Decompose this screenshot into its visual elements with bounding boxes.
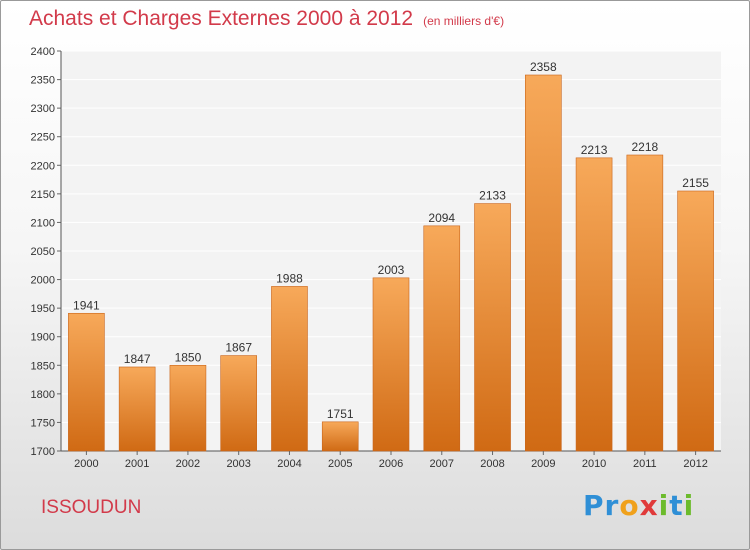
- city-label: ISSOUDUN: [41, 497, 142, 518]
- bar: [525, 74, 562, 452]
- bar: [271, 286, 308, 452]
- bar: [169, 364, 207, 452]
- x-tick-label: 2009: [531, 458, 555, 470]
- logo-letter: t: [669, 489, 684, 522]
- x-tick-label: 2000: [74, 458, 98, 470]
- y-tick-label: 2250: [31, 132, 55, 144]
- bar: [474, 203, 511, 452]
- title-text: Achats et Charges Externes 2000 à 2012: [29, 7, 414, 30]
- x-tick-label: 2004: [277, 458, 301, 470]
- bar-value-label: 1847: [124, 352, 151, 366]
- y-tick-label: 2100: [31, 217, 55, 229]
- y-tick-label: 2050: [31, 246, 55, 258]
- bar-value-label: 2003: [378, 263, 405, 277]
- x-tick-label: 2008: [480, 458, 504, 470]
- logo-letter: P: [583, 489, 605, 522]
- x-tick-label: 2007: [430, 458, 454, 470]
- chart-title: Achats et Charges Externes 2000 à 2012 (e…: [29, 7, 504, 31]
- x-tick-label: 2001: [125, 458, 149, 470]
- y-tick-label: 1900: [31, 332, 55, 344]
- bar: [677, 190, 714, 452]
- x-tick-label: 2003: [226, 458, 250, 470]
- bar-value-label: 2218: [631, 140, 658, 154]
- bar-value-label: 1941: [73, 298, 100, 312]
- y-tick-label: 2400: [31, 46, 55, 58]
- x-tick-label: 2006: [379, 458, 403, 470]
- bar: [423, 225, 461, 452]
- y-tick-label: 2200: [31, 160, 55, 172]
- x-tick-label: 2005: [328, 458, 352, 470]
- y-tick-label: 1950: [31, 303, 55, 315]
- logo-letter: o: [619, 489, 640, 522]
- bar: [220, 355, 257, 452]
- y-tick-label: 2350: [31, 75, 55, 87]
- bar-value-label: 2358: [530, 60, 557, 74]
- y-tick-label: 1700: [31, 446, 55, 458]
- bar: [68, 312, 105, 452]
- y-tick-label: 2300: [31, 103, 55, 115]
- chart-subtitle: (en milliers d'€): [423, 14, 505, 28]
- logo-letter: i: [683, 489, 695, 522]
- bar-value-label: 1751: [327, 407, 354, 421]
- proxiti-logo: Proxiti: [583, 489, 694, 522]
- x-tick-label: 2002: [176, 458, 200, 470]
- bar: [372, 277, 410, 452]
- bar-value-label: 1850: [175, 350, 202, 364]
- bar-value-label: 1867: [225, 341, 252, 355]
- bar-value-label: 2155: [682, 176, 709, 190]
- y-tick-label: 2000: [31, 275, 55, 287]
- bar: [626, 154, 664, 452]
- x-tick-label: 2010: [582, 458, 606, 470]
- logo-letter: x: [639, 489, 659, 522]
- y-tick-label: 1800: [31, 389, 55, 401]
- bar-value-label: 2133: [479, 189, 506, 203]
- y-tick-label: 2150: [31, 189, 55, 201]
- logo-letter: i: [658, 489, 670, 522]
- y-tick-label: 1750: [31, 417, 55, 429]
- x-tick-label: 2012: [683, 458, 707, 470]
- x-tick-label: 2011: [633, 458, 657, 470]
- bar-value-label: 1988: [276, 271, 303, 285]
- bar-value-label: 2094: [428, 211, 455, 225]
- y-tick-label: 1850: [31, 360, 55, 372]
- bar-value-label: 2213: [581, 143, 608, 157]
- bar: [118, 366, 156, 452]
- logo-letter: r: [604, 489, 620, 522]
- bar: [575, 157, 613, 452]
- bar: [321, 421, 359, 452]
